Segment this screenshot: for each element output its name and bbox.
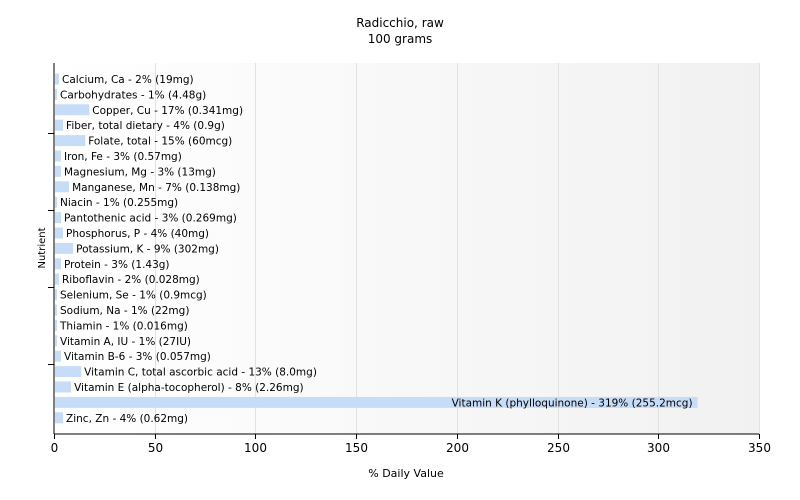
bar	[55, 273, 60, 285]
bar	[55, 150, 62, 162]
bar-label: Vitamin C, total ascorbic acid - 13% (8.…	[84, 367, 317, 379]
bar-label: Riboflavin - 2% (0.028mg)	[62, 274, 200, 286]
bar-label: Sodium, Na - 1% (22mg)	[60, 305, 189, 317]
bar	[55, 88, 58, 100]
x-tick-label: 100	[244, 441, 267, 455]
bar	[55, 181, 70, 193]
bar-label: Potassium, K - 9% (302mg)	[76, 243, 219, 255]
bar-label: Iron, Fe - 3% (0.57mg)	[64, 151, 182, 163]
bar-label: Folate, total - 15% (60mcg)	[88, 136, 232, 148]
bar	[55, 381, 72, 393]
bar	[55, 258, 62, 270]
gridlines	[155, 63, 760, 434]
bar	[55, 73, 60, 85]
bar-label: Vitamin B-6 - 3% (0.057mg)	[64, 351, 211, 363]
x-axis-ticks: 0 50 100 150 200 250 300 350	[48, 133, 771, 455]
bar	[55, 335, 58, 347]
bar	[55, 396, 698, 408]
bar-label: Vitamin K (phylloquinone) - 319% (255.2m…	[452, 397, 693, 409]
bar	[55, 350, 62, 362]
bar-label: Manganese, Mn - 7% (0.138mg)	[72, 182, 240, 194]
bar-label: Vitamin A, IU - 1% (27IU)	[60, 336, 191, 348]
bar-label: Carbohydrates - 1% (4.48g)	[60, 89, 206, 101]
bar-label: Copper, Cu - 17% (0.341mg)	[92, 105, 243, 117]
bar-label: Selenium, Se - 1% (0.9mcg)	[60, 290, 207, 302]
x-tick-label: 150	[345, 441, 368, 455]
bar	[55, 119, 64, 131]
bar-label: Zinc, Zn - 4% (0.62mg)	[66, 413, 188, 425]
bar	[55, 366, 82, 378]
bar-label: Thiamin - 1% (0.016mg)	[59, 320, 188, 332]
bar-label: Phosphorus, P - 4% (40mg)	[66, 228, 209, 240]
x-tick-label: 300	[647, 441, 670, 455]
x-axis-label: % Daily Value	[368, 467, 444, 480]
bar	[55, 227, 64, 239]
bar-label: Vitamin E (alpha-tocopherol) - 8% (2.26m…	[74, 382, 304, 394]
bar	[55, 104, 90, 116]
bar-label: Niacin - 1% (0.255mg)	[60, 197, 178, 209]
bar-labels: Calcium, Ca - 2% (19mg) Carbohydrates - 1…	[59, 74, 693, 425]
bar	[55, 196, 58, 208]
chart-title: Radicchio, raw	[356, 16, 444, 30]
bar	[55, 212, 62, 224]
bar	[55, 135, 86, 147]
x-tick-label: 50	[148, 441, 163, 455]
bar	[55, 165, 62, 177]
x-tick-label: 250	[547, 441, 570, 455]
bar	[55, 304, 58, 316]
bar-label: Magnesium, Mg - 3% (13mg)	[64, 166, 216, 178]
bar	[55, 289, 58, 301]
y-axis-label: Nutrient	[37, 227, 48, 268]
axes	[53, 63, 759, 435]
x-tick-label: 0	[51, 441, 59, 455]
bar-label: Fiber, total dietary - 4% (0.9g)	[66, 120, 225, 132]
bar-label: Pantothenic acid - 3% (0.269mg)	[64, 213, 237, 225]
bar-label: Protein - 3% (1.43g)	[64, 259, 170, 271]
chart-subtitle: 100 grams	[367, 32, 433, 46]
bars	[55, 73, 698, 424]
bar	[55, 319, 58, 331]
x-tick-label: 350	[748, 441, 771, 455]
bar-label: Calcium, Ca - 2% (19mg)	[62, 74, 194, 86]
bar	[55, 242, 74, 254]
plot-area	[54, 63, 759, 434]
x-tick-label: 200	[446, 441, 469, 455]
bar	[55, 412, 64, 424]
